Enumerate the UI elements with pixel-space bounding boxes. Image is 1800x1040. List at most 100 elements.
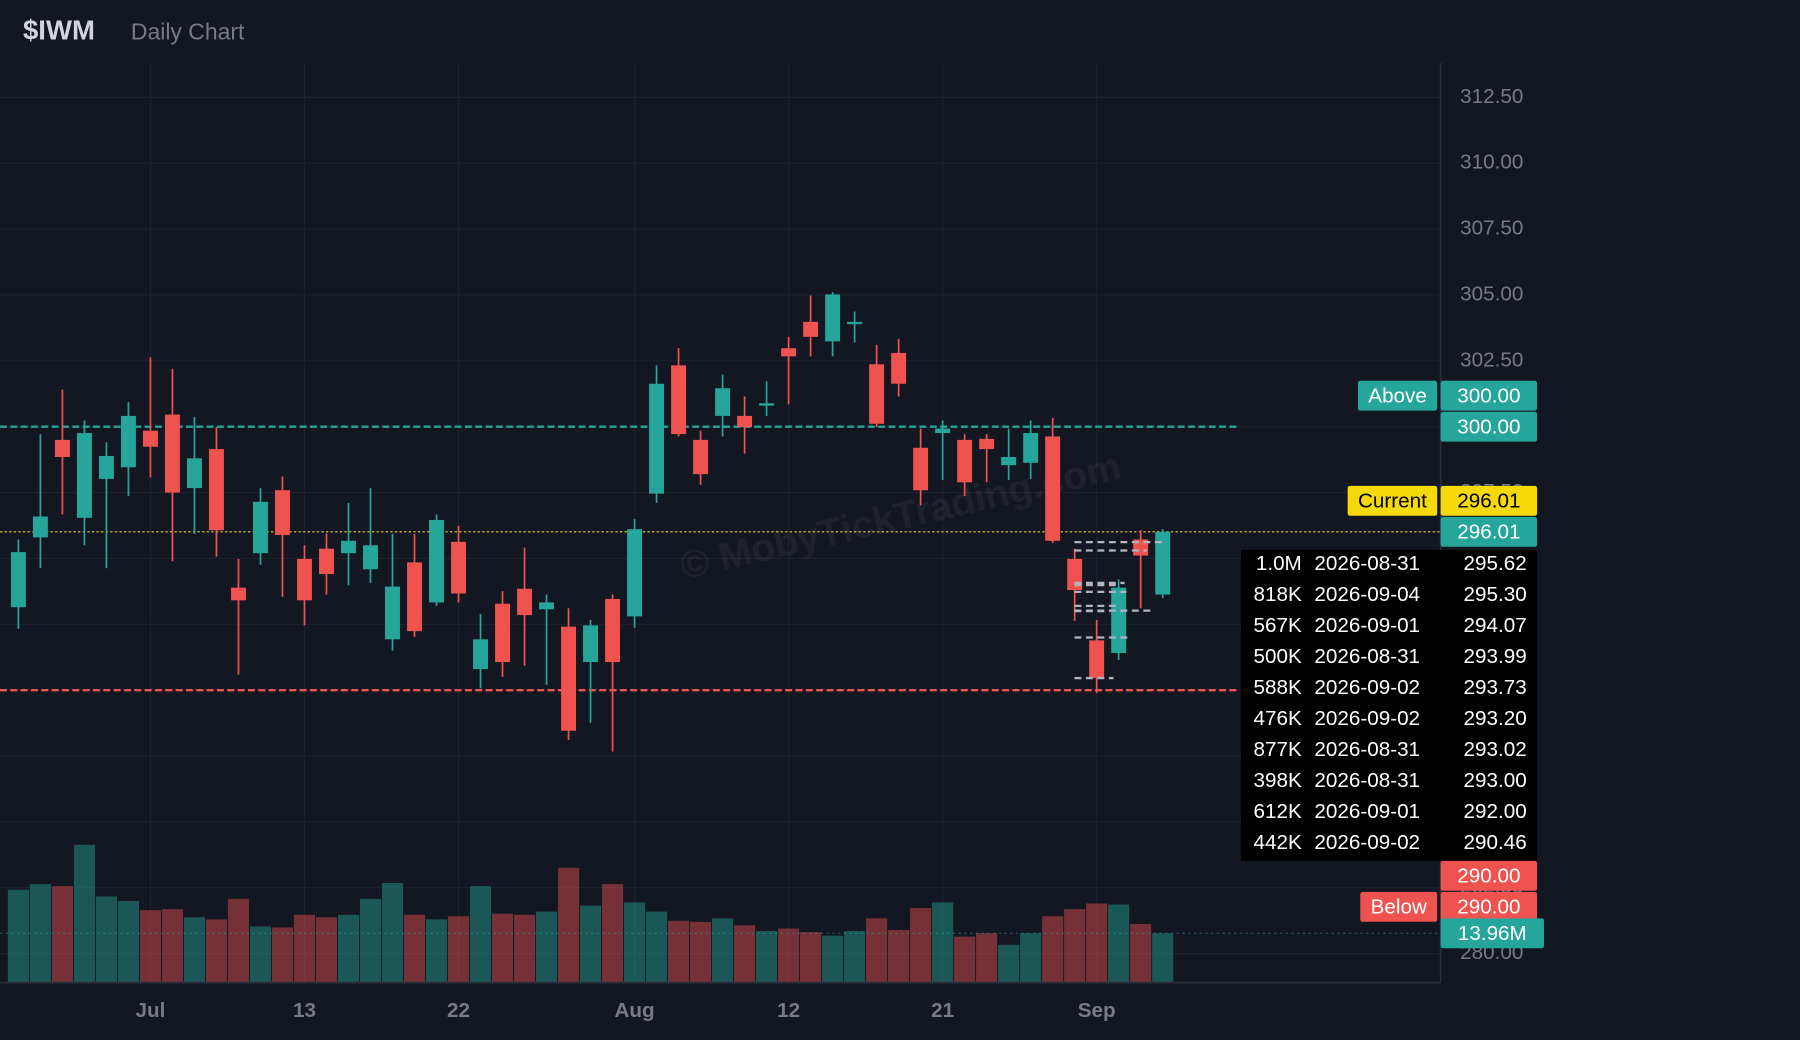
order-size: 1.0M	[1256, 552, 1302, 575]
candle-body	[385, 586, 400, 640]
volume-bar	[1064, 909, 1086, 983]
volume-badge-bg	[1440, 918, 1544, 949]
volume-bar	[998, 944, 1020, 983]
volume-bar	[535, 911, 558, 983]
candle-body	[605, 599, 621, 662]
candle-body	[363, 545, 378, 570]
candle-body	[935, 428, 951, 434]
level-name-bg	[1347, 485, 1438, 516]
volume-bar	[491, 913, 514, 983]
order-size: 612K	[1254, 800, 1302, 823]
volume-bar	[954, 936, 976, 983]
volume-bar	[1108, 904, 1130, 983]
order-date: 2026-09-02	[1314, 676, 1420, 699]
candle-body	[693, 439, 709, 475]
volume-bar	[646, 911, 668, 983]
order-price: 290.46	[1464, 831, 1527, 854]
candle-body	[495, 603, 510, 662]
chart-subtitle: Daily Chart	[131, 18, 245, 44]
volume-bar	[734, 925, 756, 983]
volume-bar	[7, 889, 29, 983]
volume-bar	[822, 935, 844, 983]
order-price: 293.20	[1464, 707, 1527, 730]
candle-body	[979, 438, 995, 450]
volume-bar	[778, 928, 800, 983]
candle-body	[120, 415, 136, 468]
x-tick-label: Aug	[614, 999, 654, 1022]
candle-body	[583, 625, 599, 662]
order-size: 567K	[1254, 614, 1302, 637]
candle-body	[1155, 531, 1171, 595]
candle-body	[715, 388, 731, 416]
order-price: 293.73	[1464, 676, 1527, 699]
order-size: 877K	[1254, 738, 1302, 761]
volume-bar	[161, 909, 184, 983]
order-date: 2026-09-04	[1314, 583, 1420, 606]
order-size: 476K	[1254, 707, 1302, 730]
candle-body	[76, 433, 92, 518]
volume-bar	[1130, 923, 1152, 983]
x-tick-label: 13	[293, 999, 316, 1022]
last-price-bg	[1440, 516, 1538, 547]
order-price: 294.07	[1464, 614, 1527, 637]
level-price-bg	[1440, 891, 1538, 922]
level-name-bg	[1357, 380, 1438, 411]
volume-bar	[1042, 916, 1064, 983]
order-date: 2026-08-31	[1314, 769, 1420, 792]
volume-bar	[756, 931, 778, 983]
y-tick-label: 307.50	[1460, 217, 1523, 240]
candle-body	[561, 626, 577, 731]
x-tick-label: 22	[447, 999, 470, 1022]
candle-body	[253, 501, 268, 554]
candle-body	[1089, 640, 1105, 679]
x-tick-label: 12	[777, 999, 800, 1022]
chart-title: $IWM	[23, 14, 95, 45]
candle-body	[649, 383, 665, 494]
candle-body	[737, 415, 753, 428]
candle-body	[319, 548, 334, 574]
x-tick-label: Sep	[1078, 999, 1116, 1022]
level-price: 290.00	[1457, 895, 1520, 918]
level-price: 296.01	[1457, 489, 1520, 512]
candle-body	[1045, 436, 1061, 541]
candle-body	[297, 558, 312, 601]
order-price: 295.30	[1464, 583, 1527, 606]
order-date: 2026-09-01	[1314, 614, 1420, 637]
order-price: 293.99	[1464, 645, 1527, 668]
volume-bar	[932, 902, 954, 983]
order-date: 2026-09-02	[1314, 831, 1420, 854]
candle-body	[803, 321, 819, 337]
volume-bar	[1152, 933, 1174, 983]
volume-bar	[183, 917, 206, 983]
level-name-bg	[1360, 891, 1438, 922]
level-price: 300.00	[1457, 384, 1520, 407]
volume-bar	[866, 918, 888, 983]
order-price: 293.00	[1464, 769, 1527, 792]
candle-body	[142, 430, 158, 447]
volume-bar	[888, 929, 910, 983]
volume-bar	[51, 886, 73, 983]
volume-bar	[800, 932, 822, 983]
order-date: 2026-09-02	[1314, 707, 1420, 730]
axis-price-bg	[1440, 860, 1538, 891]
candle-body	[1023, 433, 1039, 463]
volume-bar	[668, 920, 690, 983]
volume-bar	[1086, 903, 1108, 983]
candle-body	[891, 352, 907, 384]
order-date: 2026-08-31	[1314, 738, 1420, 761]
volume-bar	[425, 919, 448, 983]
last-price: 296.01	[1457, 520, 1520, 543]
order-date: 2026-08-31	[1314, 552, 1420, 575]
volume-bar	[469, 886, 492, 983]
volume-bar	[315, 917, 338, 983]
order-date: 2026-08-31	[1314, 645, 1420, 668]
candle-body	[957, 439, 973, 483]
axis-price-bg	[1440, 411, 1538, 442]
order-price: 295.62	[1464, 552, 1527, 575]
x-tick-label: 21	[931, 999, 954, 1022]
candle-body	[913, 447, 929, 491]
volume-bar	[403, 914, 426, 983]
candle-body	[451, 541, 466, 594]
volume-bar	[844, 931, 866, 983]
